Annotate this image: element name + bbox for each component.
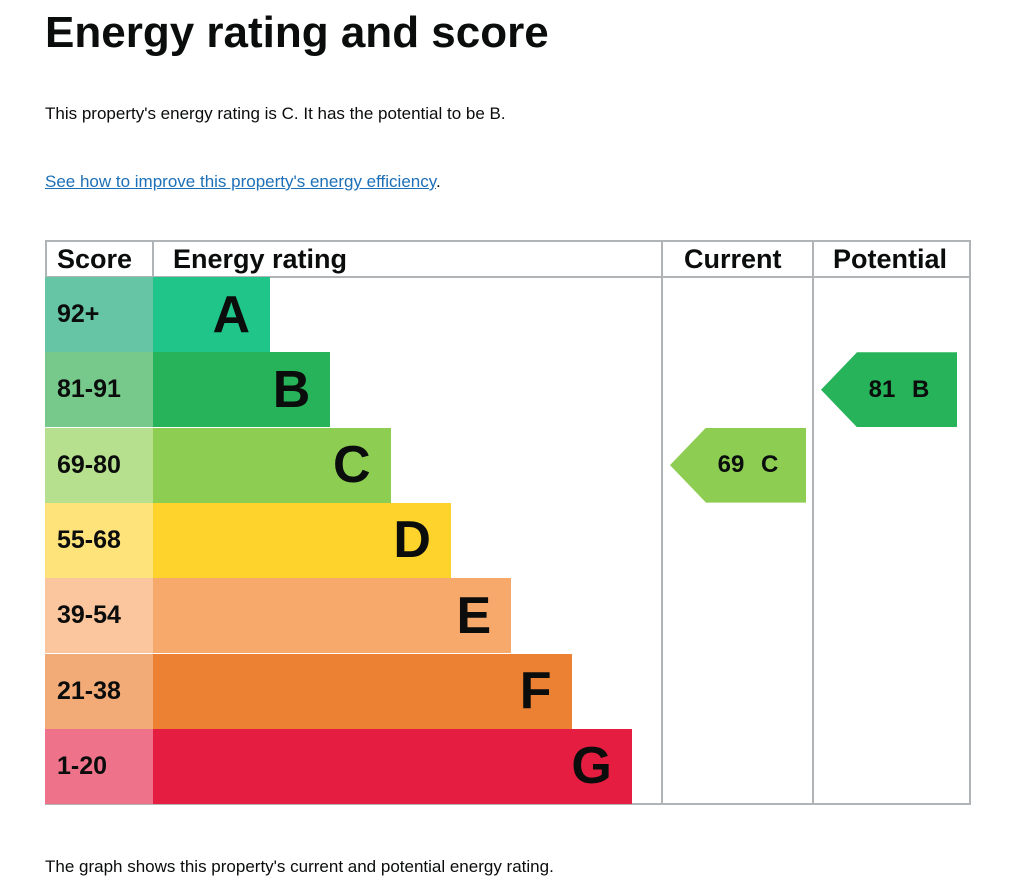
- score-band-b: 81-91: [45, 352, 153, 428]
- potential-rating-arrow: 81 B: [821, 352, 957, 428]
- rating-bar-c: C: [153, 427, 391, 503]
- rating-bar-a: A: [153, 277, 270, 352]
- header-current: Current: [684, 244, 782, 274]
- rating-bar-e: E: [153, 578, 512, 654]
- grid-line: [661, 240, 663, 805]
- rating-bar-d: D: [153, 502, 451, 578]
- score-band-f: 21-38: [45, 653, 153, 729]
- grid-line: [152, 240, 154, 278]
- header-energy-rating: Energy rating: [173, 244, 348, 274]
- graph-description: The graph shows this property's current …: [45, 857, 554, 876]
- improve-efficiency-link[interactable]: See how to improve this property's energ…: [45, 172, 436, 191]
- score-band-d: 55-68: [45, 502, 153, 578]
- rating-summary: This property's energy rating is C. It h…: [45, 104, 506, 123]
- rating-bar-f: F: [153, 653, 572, 729]
- score-band-e: 39-54: [45, 578, 153, 654]
- header-potential: Potential: [833, 244, 948, 274]
- current-rating-arrow: 69 C: [670, 427, 806, 503]
- grid-line: [45, 240, 971, 242]
- improve-link-line: See how to improve this property's energ…: [45, 172, 441, 192]
- grid-line: [45, 803, 971, 805]
- score-band-a: 92+: [45, 277, 153, 352]
- rating-bar-g: G: [153, 728, 632, 804]
- rating-bar-b: B: [153, 352, 331, 428]
- grid-line: [45, 276, 971, 278]
- score-band-c: 69-80: [45, 427, 153, 503]
- link-suffix: .: [435, 172, 441, 191]
- score-band-g: 1-20: [45, 728, 153, 804]
- grid-line: [45, 240, 47, 278]
- page-title: Energy rating and score: [45, 8, 549, 57]
- grid-line: [969, 240, 971, 805]
- header-score: Score: [57, 244, 133, 274]
- grid-line: [812, 240, 814, 805]
